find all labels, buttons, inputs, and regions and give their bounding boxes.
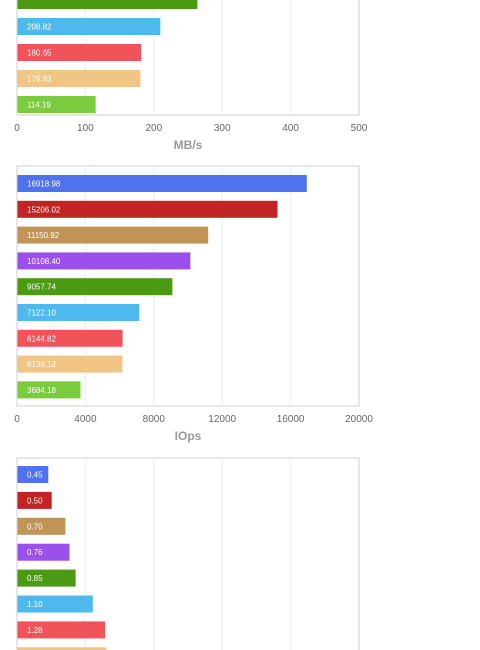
bar bbox=[17, 44, 142, 61]
bar bbox=[17, 647, 107, 650]
bar bbox=[17, 278, 173, 296]
bar-value-label: 1.10 bbox=[27, 600, 43, 609]
chart-3: 0.45 0.50 0.70 0.76 0.85 1.10 1.28 bbox=[16, 457, 360, 650]
x-tick-label: 8000 bbox=[143, 414, 166, 425]
bar-value-label: 208.82 bbox=[27, 23, 52, 32]
plot-frame bbox=[16, 0, 360, 116]
bar bbox=[17, 355, 123, 373]
bar bbox=[17, 200, 278, 218]
bar bbox=[17, 517, 66, 535]
bar bbox=[17, 569, 76, 587]
bar bbox=[17, 252, 191, 270]
x-tick-label: 12000 bbox=[208, 414, 236, 425]
bar bbox=[17, 175, 307, 192]
plot-frame bbox=[16, 457, 360, 650]
x-axis-title: MB/s bbox=[174, 138, 203, 152]
chart-1: 208.82 180.65 179.83 114.19 0 100 200 300 400 500… bbox=[14, 0, 368, 152]
x-tick-label: 0 bbox=[14, 123, 20, 134]
bar bbox=[17, 595, 93, 613]
x-tick-label: 16000 bbox=[277, 414, 305, 425]
bar-value-label: 180.65 bbox=[27, 49, 52, 58]
bar bbox=[17, 96, 96, 113]
bar bbox=[17, 621, 106, 639]
x-tick-label: 200 bbox=[145, 123, 162, 134]
bar-value-label: 9057.74 bbox=[27, 283, 56, 292]
bar-value-label: 114.19 bbox=[27, 101, 51, 110]
bar-value-label: 0.76 bbox=[27, 548, 43, 557]
bar bbox=[17, 0, 198, 9]
x-tick-label: 400 bbox=[282, 123, 299, 134]
bar bbox=[17, 18, 161, 35]
bar-value-label: 10108.40 bbox=[27, 257, 61, 266]
bar bbox=[17, 466, 49, 483]
x-tick-label: 0 bbox=[14, 414, 20, 425]
x-tick-label: 500 bbox=[351, 123, 368, 134]
bar bbox=[17, 491, 52, 509]
bar-value-label: 15206.02 bbox=[27, 205, 61, 214]
x-tick-label: 100 bbox=[77, 123, 94, 134]
chart-2: 16918.98 15206.02 11150.92 10108.40 9057.74 7… bbox=[14, 165, 373, 443]
bar-value-label: 1.28 bbox=[27, 626, 43, 635]
x-axis-title: IOps bbox=[175, 429, 202, 443]
plot-frame bbox=[16, 165, 360, 407]
bar bbox=[17, 70, 141, 87]
bar-value-label: 0.85 bbox=[27, 574, 43, 583]
bar bbox=[17, 304, 140, 321]
bar-value-label: 7122.10 bbox=[27, 309, 56, 318]
bar bbox=[17, 329, 123, 347]
bar-value-label: 0.50 bbox=[27, 496, 43, 505]
bar-value-label: 11150.92 bbox=[27, 231, 60, 240]
bar-value-label: 0.70 bbox=[27, 522, 43, 531]
bar-value-label: 6144.82 bbox=[27, 334, 56, 343]
x-tick-label: 20000 bbox=[345, 414, 373, 425]
x-tick-label: 300 bbox=[214, 123, 231, 134]
bar bbox=[17, 381, 81, 399]
bar bbox=[17, 226, 209, 244]
x-tick-label: 4000 bbox=[74, 414, 97, 425]
bar-value-label: 16918.98 bbox=[27, 180, 61, 189]
bar-value-label: 179.83 bbox=[27, 75, 52, 84]
bar bbox=[17, 543, 70, 561]
bar-value-label: 0.45 bbox=[27, 471, 43, 480]
bar-value-label: 6136.12 bbox=[27, 360, 56, 369]
bar-value-label: 3684.18 bbox=[27, 386, 56, 395]
